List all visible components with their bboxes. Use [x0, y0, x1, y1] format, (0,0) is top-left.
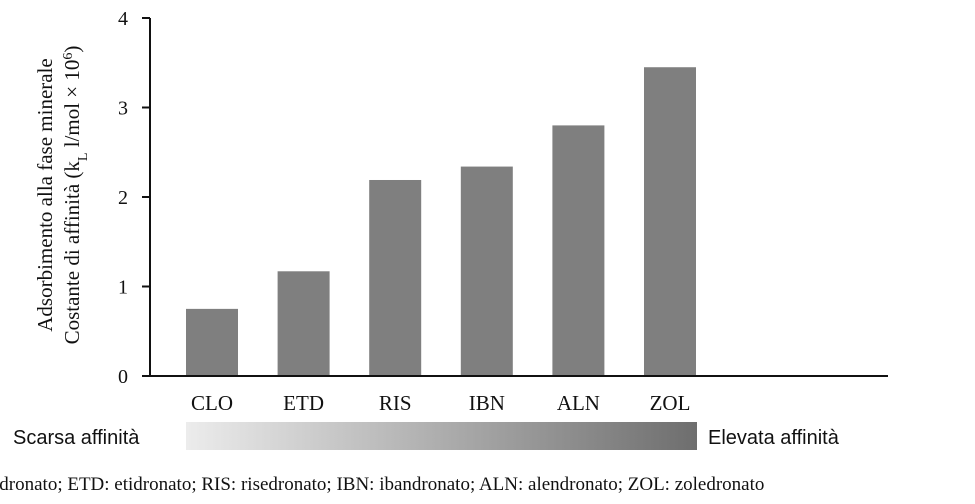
x-tick-label-ris: RIS [379, 391, 412, 415]
x-tick-label-etd: ETD [283, 391, 324, 415]
y-axis-title-line2: Costante di affinità (kL l/mol × 106) [60, 46, 91, 345]
high-affinity-label: Elevata affinità [708, 427, 840, 449]
bars [186, 67, 696, 377]
affinity-gradient-bar [186, 422, 697, 450]
bar-ibn [460, 166, 513, 376]
x-tick-label-ibn: IBN [469, 391, 505, 415]
x-tick-label-zol: ZOL [650, 391, 691, 415]
bar-etd [277, 271, 330, 376]
y-tick-label: 4 [118, 8, 128, 30]
y-tick-label: 3 [118, 98, 128, 120]
y-axis-title: Adsorbimento alla fase minerale Costante… [33, 46, 91, 345]
y-tick-label: 2 [118, 187, 128, 209]
bar-ris [369, 179, 422, 376]
y-tick-label: 0 [118, 366, 128, 388]
bar-clo [186, 308, 238, 376]
x-axis-labels: CLO ETD RIS IBN ALN ZOL [191, 391, 690, 415]
y-tick-label: 1 [118, 277, 128, 299]
bar-zol [644, 67, 696, 376]
low-affinity-label: Scarsa affinità [13, 427, 140, 449]
x-tick-label-aln: ALN [557, 391, 600, 415]
abbreviations-caption: ldronato; ETD: etidronato; RIS: risedron… [0, 474, 765, 495]
y-axis-title-line1: Adsorbimento alla fase minerale [33, 58, 57, 331]
y-axis-ticks: 0 1 2 3 4 [118, 8, 150, 388]
x-tick-label-clo: CLO [191, 391, 233, 415]
bar-aln [552, 125, 605, 377]
